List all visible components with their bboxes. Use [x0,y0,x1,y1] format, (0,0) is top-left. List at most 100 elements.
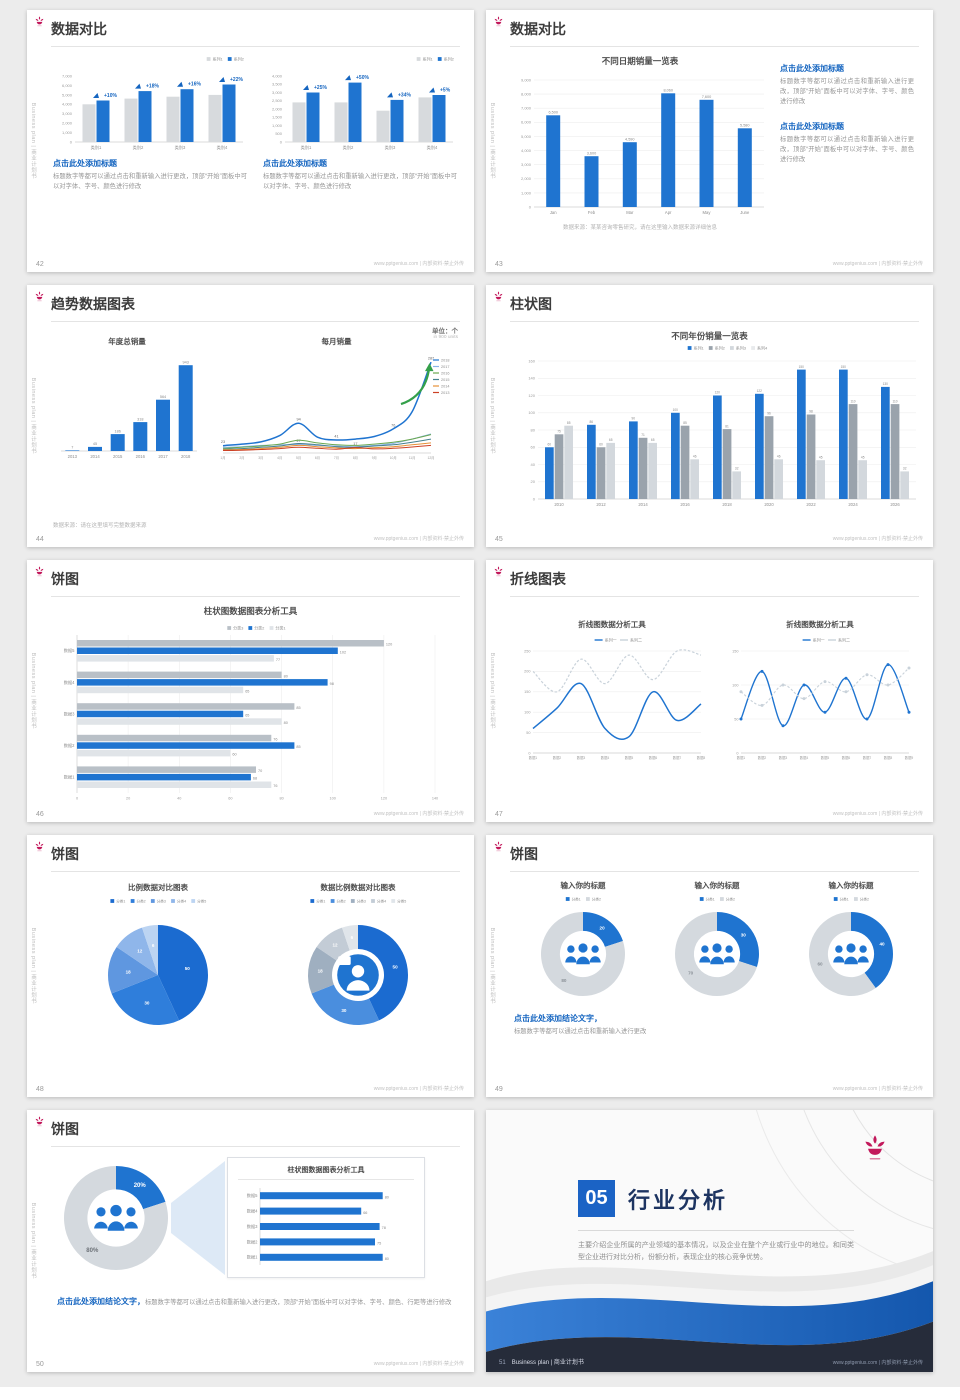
footer-site: www.pptgenius.com | 内部资料·禁止外传 [373,811,464,817]
svg-text:2,000: 2,000 [272,106,283,111]
page-number: 46 [36,811,44,818]
svg-text:287: 287 [428,357,434,361]
horizontal-grouped-bar-chart: 分类3 分类2 分类1 0 20 40 60 80 100 120 140 数据5 120 102 77 数据… [55,621,451,803]
slide-44[interactable]: Business plan | 商业计划书 趋势数据图表 单位：个 in 900… [27,285,474,547]
svg-text:2026: 2026 [890,502,900,507]
svg-text:80: 80 [284,674,288,678]
svg-text:78: 78 [382,1226,386,1230]
svg-text:0: 0 [529,204,532,209]
svg-text:3,000: 3,000 [272,90,283,95]
svg-text:数据2: 数据2 [64,742,75,749]
svg-text:数据1: 数据1 [737,755,746,760]
svg-text:564: 564 [160,395,166,399]
svg-text:6,000: 6,000 [521,120,532,125]
svg-text:27: 27 [296,439,300,443]
sidebar-vertical-text: Business plan | 商业计划书 [30,1202,36,1280]
svg-text:分类5: 分类5 [197,899,206,904]
svg-text:8,060: 8,060 [663,89,673,93]
sidebar-vertical-text: Business plan | 商业计划书 [489,377,495,455]
svg-text:50: 50 [734,717,738,721]
sidebar-vertical-text: Business plan | 商业计划书 [30,927,36,1005]
slide-50[interactable]: Business plan | 商业计划书 饼图 20% 80% 柱状图数据图表分… [27,1110,474,1372]
chart-title: 柱状图数据图表分析工具 [203,606,298,616]
svg-text:数据3: 数据3 [64,710,75,717]
svg-text:7,600: 7,600 [702,95,712,99]
svg-text:类别4: 类别4 [427,144,438,151]
slide-48[interactable]: Business plan | 商业计划书 饼图 比例数据对比图表 分类1 分类2… [27,835,474,1097]
unit-sublabel: in 900 units [433,335,458,340]
svg-text:数据3: 数据3 [577,755,586,760]
svg-text:数据2: 数据2 [758,755,767,760]
slide-45[interactable]: Business plan | 商业计划书 柱状图 不同年份销量一览表 系列1 系… [486,285,933,547]
svg-text:5月: 5月 [296,456,301,460]
svg-text:3,000: 3,000 [62,111,73,116]
svg-text:Jan: Jan [550,210,557,215]
funnel-shape [171,1160,225,1275]
slide-42[interactable]: Business plan | 商业计划书 数据对比 系列1 系列2 7,000 6,… [27,10,474,272]
slide-43[interactable]: Business plan | 商业计划书 数据对比 不同日期销量一览表 9,0… [486,10,933,272]
svg-text:2,500: 2,500 [272,98,283,103]
svg-text:Feb: Feb [588,210,596,215]
svg-text:数据2: 数据2 [247,1238,258,1245]
page-number: 45 [495,536,503,543]
footer-site: www.pptgenius.com | 内部资料·禁止外传 [832,811,923,817]
brand-logo-icon [865,1135,885,1160]
svg-text:65: 65 [651,438,655,442]
footer-site: www.pptgenius.com | 内部资料·禁止外传 [832,261,923,267]
svg-text:76: 76 [273,738,277,742]
svg-text:200: 200 [524,670,530,674]
svg-text:9月: 9月 [372,456,377,460]
svg-text:120: 120 [715,391,721,395]
svg-text:7月: 7月 [334,456,339,460]
pie-chart: 分类1 分类2 分类3 分类4 分类5 50 30 18 12 6 [73,895,243,1045]
svg-text:45: 45 [93,442,97,446]
slide-49[interactable]: Business plan | 商业计划书 饼图 输入你的标题 分类1 分类2 20… [486,835,933,1097]
sidebar-vertical-text: Business plan | 商业计划书 [489,927,495,1005]
svg-text:17: 17 [353,442,357,446]
svg-text:50: 50 [185,966,191,971]
svg-text:Mar: Mar [626,210,634,215]
svg-text:2017: 2017 [441,365,449,369]
slide-46[interactable]: Business plan | 商业计划书 饼图 柱状图数据图表分析工具 分类3… [27,560,474,822]
slide-47[interactable]: Business plan | 商业计划书 折线图表 折线图数据分析工具 系列一… [486,560,933,822]
block-body: 标题数字等都可以通过点击和重新输入进行更改，顶部“开始”面板中可以对字体、字号、… [263,173,457,191]
donut-chart: 20% 80% [57,1159,175,1277]
svg-text:50: 50 [526,731,530,735]
svg-text:1,000: 1,000 [521,190,532,195]
svg-text:100: 100 [673,408,679,412]
bar-panel: 柱状图数据图表分析工具 数据5 80 数据4 66 数据3 78 数据2 75 数据1 80 [227,1157,425,1278]
sidebar-vertical-text: Business plan | 商业计划书 [30,102,36,180]
svg-text:46: 46 [777,455,781,459]
svg-text:数据1: 数据1 [64,774,75,781]
page-number: 44 [36,536,44,543]
slide-51[interactable]: 05 行业分析 主要介绍企业所属的产业领域的基本情况，以及企业在整个产业或行业中… [486,1110,933,1372]
svg-text:3,600: 3,600 [587,151,597,155]
svg-text:3月: 3月 [258,456,263,460]
brand-logo-icon [494,16,503,27]
svg-text:分类3: 分类3 [357,899,366,904]
svg-text:+5%: +5% [440,88,451,94]
chart-title: 折线图数据分析工具 [786,620,854,629]
svg-text:2013: 2013 [68,454,78,459]
svg-text:60: 60 [228,797,232,801]
svg-text:4,000: 4,000 [521,148,532,153]
svg-text:85: 85 [296,706,300,710]
unit-label: 单位：个 [432,328,458,335]
chart-title: 数据比例数据对比图表 [320,883,396,892]
svg-text:90: 90 [632,417,636,421]
section-description: 主要介绍企业所属的产业领域的基本情况，以及企业在整个产业或行业中的地位。和同类型… [578,1230,854,1265]
svg-text:2016: 2016 [136,454,146,459]
svg-text:30: 30 [741,933,747,938]
svg-text:41: 41 [334,435,338,439]
page-number: 51 [499,1360,506,1366]
svg-text:+16%: +16% [188,82,201,88]
svg-text:系列二: 系列二 [838,637,850,643]
line-chart-right: 系列一 系列二 150 100 50 0 数据1 数据2 数据3 数据4 数据5 数据6 数据7 数据8 数… [726,634,914,762]
slide-title: 折线图表 [510,569,919,597]
svg-text:数据8: 数据8 [884,755,893,760]
svg-text:96: 96 [767,411,771,415]
svg-text:+22%: +22% [230,77,243,83]
svg-text:120: 120 [528,393,535,398]
svg-text:+18%: +18% [146,84,159,90]
svg-text:60: 60 [817,962,823,967]
